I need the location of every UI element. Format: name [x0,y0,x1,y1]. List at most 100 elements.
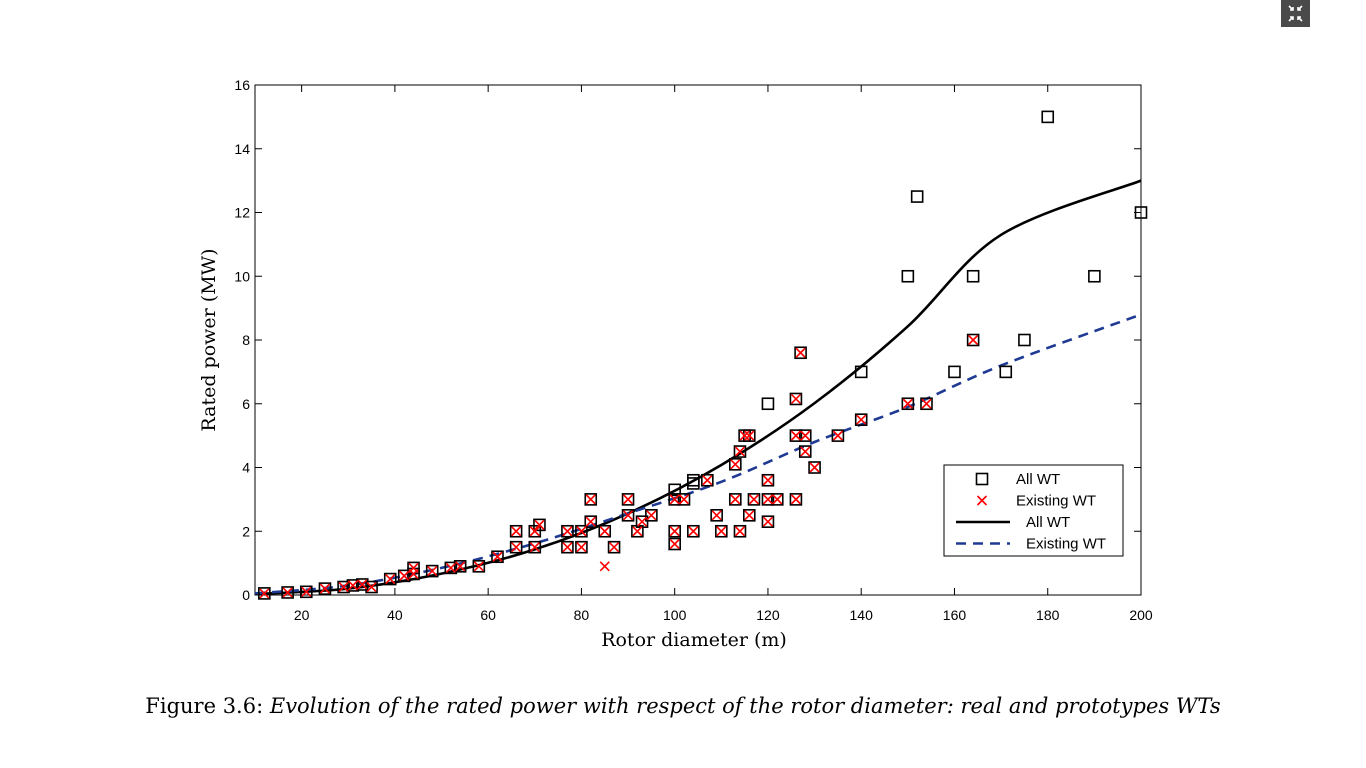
all-wt-point [831,429,845,442]
existing-wt-point [669,494,680,505]
figure-caption-prefix: Figure 3.6: [145,694,264,718]
all-wt-point [607,540,621,554]
existing-wt-point [744,510,755,521]
existing-wt-point [762,475,774,486]
legend-box [943,464,1124,557]
all-wt-point [584,493,598,506]
all-wt-point [789,493,803,506]
exit-fullscreen-button[interactable] [1281,0,1310,27]
existing-wt-point [716,526,727,537]
all-wt-point [668,493,681,506]
existing-wt-point [347,580,358,591]
existing-wt-point [576,542,587,553]
existing-wt-point [832,430,843,441]
all-wt-point [794,346,807,360]
all-wt-point [561,524,574,538]
existing-wt-point [511,542,522,553]
existing-wt-point [259,588,270,599]
legend-label: All WT [1026,514,1070,531]
all-wt-point [383,572,397,586]
x-tick-label: 20 [294,607,310,623]
all-wt-point [733,524,747,538]
legend-label: Existing WT [1016,493,1096,510]
existing-wt-point [445,562,456,573]
existing-wt-point [301,586,312,597]
existing-wt-point [800,446,811,457]
all-wt-point [318,582,332,595]
all-wt-point [761,493,775,506]
figure-caption-text: Evolution of the rated power with respec… [269,694,1221,718]
existing-wt-point [688,526,699,537]
figure-caption: Figure 3.6: Evolution of the rated power… [0,694,1366,718]
existing-wt-point [576,526,587,537]
y-axis-label: Rated power (MW) [198,248,220,431]
existing-wt-point [772,494,783,505]
exit-fullscreen-icon [1288,5,1303,22]
x-tick-label: 60 [480,607,496,623]
all-wt-point [854,413,868,426]
existing-wt-fit-curve [254,313,1142,595]
existing-wt-point [748,494,760,505]
existing-wt-point [790,430,801,441]
existing-wt-point [338,581,349,593]
existing-wt-point [385,573,396,585]
existing-wt-point [511,526,522,537]
all-wt-point [901,397,915,411]
existing-wt-point [534,519,545,530]
y-tick-label: 10 [234,268,250,284]
existing-wt-point [762,516,774,527]
legend-square-marker [975,472,989,486]
x-tick-label: 40 [387,607,403,623]
y-tick-label: 8 [242,332,250,348]
existing-wt-point [734,526,746,537]
all-wt-point [1041,110,1055,124]
existing-wt-point [790,494,801,505]
axes: 20 40 60 80 100 120 140 160 180 200 0 2 4 6 8 10 12 14 16 [234,77,1152,623]
existing-wt-point [739,430,750,441]
y-tick-label: 14 [234,141,250,157]
existing-wt-point [744,430,755,441]
existing-wt-point [622,510,634,521]
all-wt-point [575,524,588,538]
existing-wt-point [790,393,801,405]
all-wt-point [1018,333,1031,347]
all-wt-point [1088,269,1101,283]
existing-wt-point [529,526,540,537]
existing-wt-point [585,516,596,527]
all-wt-point [346,579,360,592]
existing-wt-point [921,398,932,409]
existing-wt-point [427,566,438,577]
all-wt-point [761,397,775,411]
existing-wt-point [529,542,540,553]
all-wt-point [966,269,980,283]
y-tick-label: 6 [242,396,250,412]
x-axis-label: Rotor diameter (m) [601,629,787,651]
all-wt-point [747,493,761,506]
y-tick-label: 12 [234,205,250,221]
existing-wt-point [968,334,979,346]
all-wt-point [966,333,980,347]
all-wt-point [584,515,598,528]
legend: All WT Existing WT All WT Existing WT [943,464,1124,557]
all-wt-point [337,580,350,594]
x-tick-label: 80 [574,607,590,623]
existing-wt-point [902,398,913,409]
existing-wt-point [711,510,722,521]
all-wt-point [299,585,313,599]
all-wt-point [677,493,691,506]
all-wt-point [472,560,486,573]
all-wt-point [999,365,1013,379]
all-wt-point [509,524,523,538]
all-wt-point [701,473,714,487]
existing-wt-point [730,494,741,505]
all-wt-point [668,537,681,551]
all-wt-point [355,578,369,591]
x-tick-label: 100 [663,607,687,623]
all-wt-point [453,560,467,573]
existing-wt-point [599,561,610,572]
all-wt-point [742,509,756,522]
scatter-chart: 20 40 60 80 100 120 140 160 180 2000246810121416 … [198,77,1153,651]
existing-wt-point [562,542,573,553]
all-wt-point [687,473,700,487]
existing-wt-point [455,561,466,572]
